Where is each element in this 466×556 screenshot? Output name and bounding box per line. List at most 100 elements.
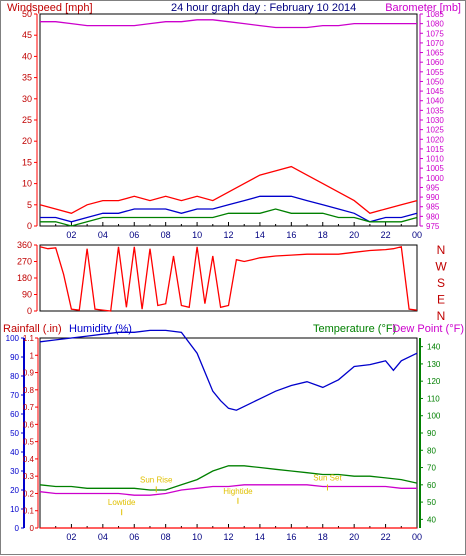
wind-x-xtick-label: 16 [286, 230, 296, 240]
barometer-tick-label: 1040 [426, 97, 444, 106]
compass-label: E [437, 293, 445, 307]
barometer-axis-title: Barometer [mb] [385, 2, 461, 14]
wind-x-xtick-label: 08 [161, 230, 171, 240]
humidity-tick-label: 50 [10, 429, 19, 438]
humidity-x-xtick-label: 08 [161, 532, 171, 542]
barometer-tick-label: 1000 [426, 174, 444, 183]
wind-x-xtick-label: 14 [255, 230, 265, 240]
windspeed-tick-label: 20 [22, 136, 32, 146]
humidity-x-xtick-label: 14 [255, 532, 265, 542]
compass-label: N [437, 243, 446, 257]
humidity-tick-label: 20 [10, 486, 19, 495]
barometer-tick-label: 1075 [426, 29, 444, 38]
rainfall-tick-label: 1.1 [23, 334, 35, 343]
windspeed-tick-label: 0 [27, 221, 32, 231]
rainfall-tick-label: 0.6 [23, 420, 35, 429]
humidity-plot-frame [39, 337, 418, 529]
barometer-tick-label: 1015 [426, 145, 444, 154]
rainfall-tick-label: 0.3 [23, 472, 35, 481]
windspeed-axis-title: Windspeed [mph] [7, 2, 93, 14]
temperature-tick-label: 120 [427, 377, 441, 386]
rainfall-tick-label: 0 [30, 524, 35, 533]
wind-x-xtick-label: 00 [412, 230, 422, 240]
chart-title: 24 hour graph day : February 10 2014 [171, 2, 356, 14]
barometer-tick-label: 1080 [426, 20, 444, 29]
humidity-x-xtick-label: 04 [98, 532, 108, 542]
humidity-x-xtick-label: 22 [381, 532, 391, 542]
humidity-tick-label: 90 [10, 353, 19, 362]
wind-x-xtick-label: 06 [129, 230, 139, 240]
windspeed-tick-label: 30 [22, 94, 32, 104]
temperature-tick-label: 140 [427, 343, 441, 352]
barometer-tick-label: 1065 [426, 49, 444, 58]
compass-label: N [437, 309, 446, 323]
barometer-tick-label: 980 [426, 212, 440, 221]
dewpoint-line [39, 484, 417, 496]
rainfall-tick-label: 0.7 [23, 403, 35, 412]
barometer-tick-label: 1030 [426, 116, 444, 125]
temperature-tick-label: 70 [427, 464, 436, 473]
rainfall-tick-label: 0.9 [23, 369, 35, 378]
temperature-tick-label: 100 [427, 412, 441, 421]
humidity-x-xtick-label: 10 [192, 532, 202, 542]
humidity-tick-label: 0 [15, 524, 20, 533]
wind-x-xtick-label: 20 [349, 230, 359, 240]
humidity-tick-label: 40 [10, 448, 19, 457]
barometer-tick-label: 975 [426, 222, 440, 231]
annotation-label: Sun Set [313, 474, 342, 483]
chart-layer: 0510152025303540455097598098599099510001… [6, 9, 448, 542]
barometer-tick-label: 1025 [426, 126, 444, 135]
temperature-tick-label: 90 [427, 429, 436, 438]
direction-tick-label: 270 [17, 257, 32, 267]
gust-line [39, 165, 418, 215]
windspeed-tick-label: 5 [27, 200, 32, 210]
wind-x-xtick-label: 12 [223, 230, 233, 240]
barometer-tick-label: 1050 [426, 77, 444, 86]
direction-plot-frame [39, 244, 418, 312]
humidity-x-xtick-label: 02 [66, 532, 76, 542]
direction-tick-label: 0 [27, 306, 32, 316]
temperature-tick-label: 110 [427, 394, 440, 403]
barometer-tick-label: 1010 [426, 155, 444, 164]
humidity-x-xtick-label: 20 [349, 532, 359, 542]
barometer-tick-label: 1070 [426, 39, 444, 48]
rainfall-tick-label: 1 [30, 351, 35, 360]
wind-x-xtick-label: 10 [192, 230, 202, 240]
humidity-x-xtick-label: 06 [129, 532, 139, 542]
dewpoint-axis-title: Dew Point (°F) [392, 323, 464, 335]
speed-line [40, 208, 418, 227]
barometer-tick-label: 1085 [426, 10, 444, 19]
rainfall-tick-label: 0.5 [23, 438, 35, 447]
temperature-line [39, 465, 418, 491]
humidity-tick-label: 70 [10, 391, 19, 400]
compass-label: S [437, 276, 445, 290]
humidity-line [39, 329, 418, 411]
windspeed-tick-label: 50 [22, 9, 32, 19]
wind-x-xtick-label: 04 [98, 230, 108, 240]
temperature-tick-label: 50 [427, 498, 436, 507]
humidity-tick-label: 30 [10, 467, 19, 476]
wind-x-xtick-label: 02 [66, 230, 76, 240]
compass-label: W [435, 260, 447, 274]
direction-tick-label: 180 [17, 273, 32, 283]
temperature-tick-label: 60 [427, 481, 436, 490]
annotation-label: Hightide [223, 487, 253, 496]
barometer-tick-label: 985 [426, 203, 440, 212]
humidity-tick-label: 80 [10, 372, 19, 381]
barometer-line [40, 19, 417, 29]
direction-tick-label: 360 [17, 240, 32, 250]
barometer-tick-label: 1060 [426, 58, 444, 67]
barometer-tick-label: 995 [426, 183, 440, 192]
windspeed-tick-label: 40 [22, 51, 32, 61]
rainfall-tick-label: 0.2 [23, 489, 35, 498]
humidity-x-xtick-label: 16 [286, 532, 296, 542]
average-line [40, 195, 418, 223]
barometer-tick-label: 1055 [426, 68, 444, 77]
windspeed-tick-label: 35 [22, 73, 32, 83]
barometer-tick-label: 1045 [426, 87, 444, 96]
temperature-axis-title: Temperature (°F) [313, 323, 396, 335]
rainfall-axis-title: Rainfall (.in) [3, 323, 62, 335]
humidity-x-xtick-label: 18 [318, 532, 328, 542]
